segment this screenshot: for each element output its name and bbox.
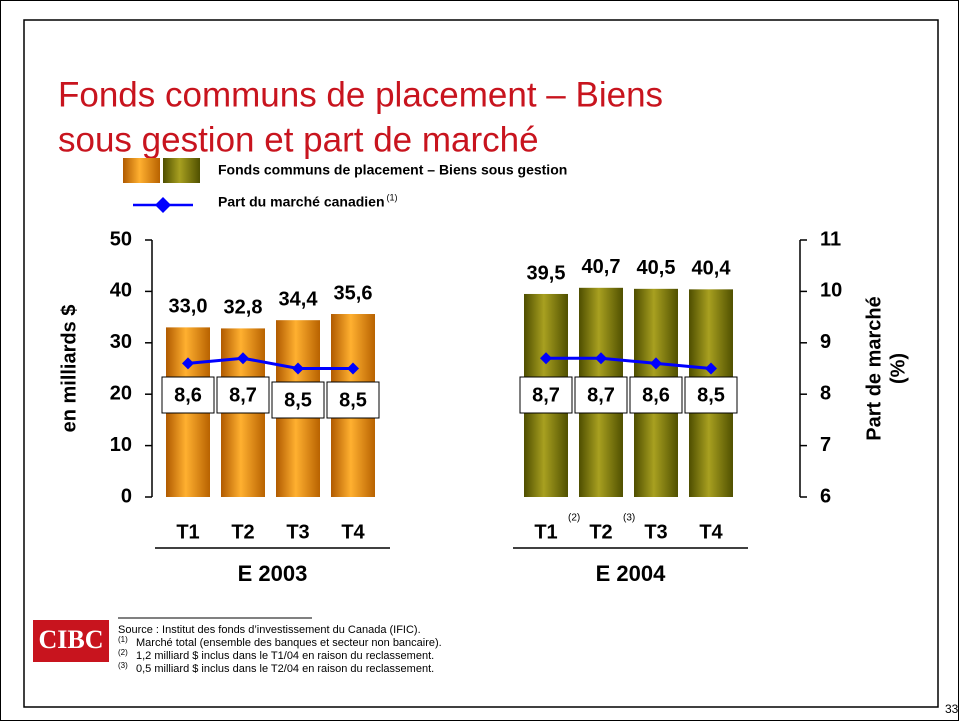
line-marker	[705, 362, 717, 375]
line	[187, 356, 712, 370]
title-line: Fonds communs de placement – Biens	[58, 75, 663, 114]
bar-value-label: 33,0	[169, 296, 208, 318]
x-tick-label: T4	[341, 521, 365, 543]
x-tick-label: T1	[176, 521, 199, 543]
footnote-text: 0,5 milliard $ inclus dans le T2/04 en r…	[136, 663, 434, 675]
line-marker	[347, 362, 359, 375]
logo	[33, 620, 109, 662]
y-axis-label: en milliards $	[58, 305, 80, 433]
x-tick-label: T3	[644, 521, 667, 543]
line-value-label: 8,5	[697, 384, 725, 406]
y2-tick-label: 11	[820, 228, 841, 250]
chart: 0 10 20 30 40 50 6 7 8 9 10 11 en milliards $ Part de…	[58, 158, 909, 586]
x-tick-label: T3	[286, 521, 309, 543]
group-label: E 2004	[596, 561, 666, 586]
bar-value-label: 40,5	[637, 257, 676, 279]
value-box	[216, 376, 270, 414]
y-tick-label: 40	[110, 280, 132, 302]
line-marker	[650, 357, 662, 370]
x-tick-label: T4	[699, 521, 723, 543]
legend-swatch	[163, 158, 200, 183]
line-value-label: 8,7	[532, 384, 560, 406]
y-tick-label: 30	[110, 331, 132, 353]
footnote-mark: (2)	[118, 648, 128, 657]
line-marker	[237, 352, 249, 365]
bar-value-label: 32,8	[224, 297, 263, 319]
value-box	[519, 376, 573, 414]
y2-tick-label: 6	[820, 485, 831, 507]
y2-tick-label: 9	[820, 331, 831, 353]
legend-marker	[155, 197, 171, 213]
legend-label: Fonds communs de placement – Biens sous …	[218, 162, 567, 178]
group-label: E 2003	[238, 561, 308, 586]
bar-value-label: 40,4	[692, 258, 732, 280]
legend-note: (1)	[387, 192, 398, 202]
value-box	[629, 376, 683, 414]
y2-tick-label: 7	[820, 434, 831, 456]
y2-tick-label: 8	[820, 382, 831, 404]
source: Source : Institut des fonds d’investisse…	[118, 624, 421, 636]
logo-text: CIBC	[38, 625, 103, 654]
bar-value-label: 39,5	[527, 262, 566, 284]
legend-swatch	[123, 158, 160, 183]
y2-axis-label: (%)	[887, 353, 909, 384]
bar-value-label: 35,6	[334, 282, 373, 304]
y-tick-label: 20	[110, 382, 132, 404]
line-value-label: 8,5	[284, 389, 312, 411]
value-box	[271, 381, 325, 419]
line-value-label: 8,7	[229, 384, 257, 406]
x-tick-label: T2	[589, 521, 612, 543]
value-box	[326, 381, 380, 419]
category-note: (2)	[568, 513, 580, 524]
x-tick-label: T1	[534, 521, 557, 543]
line-value-label: 8,6	[642, 384, 670, 406]
value-box	[161, 376, 215, 414]
value-box	[684, 376, 738, 414]
line-value-label: 8,6	[174, 384, 202, 406]
page-number: 33	[945, 702, 959, 716]
x-tick-label: T2	[231, 521, 254, 543]
footnote-mark: (3)	[118, 661, 128, 670]
value-box	[574, 376, 628, 414]
line-value-label: 8,7	[587, 384, 615, 406]
line-value-label: 8,5	[339, 389, 367, 411]
footnote-mark: (1)	[118, 635, 128, 644]
y-tick-label: 10	[110, 434, 132, 456]
footnote-text: Marché total (ensemble des banques et se…	[136, 637, 442, 649]
footnote-text: 1,2 milliard $ inclus dans le T1/04 en r…	[136, 650, 434, 662]
y2-tick-label: 10	[820, 280, 842, 302]
category-note: (3)	[623, 513, 635, 524]
bar-value-label: 40,7	[582, 256, 621, 278]
line-marker	[292, 362, 304, 375]
y-tick-label: 0	[121, 485, 132, 507]
line-marker	[540, 352, 552, 365]
legend-label: Part du marché canadien	[218, 194, 385, 210]
y-tick-label: 50	[110, 228, 132, 250]
footnotes: (1) Marché total (ensemble des banques et…	[118, 635, 442, 675]
title-line: sous gestion et part de marché	[58, 120, 539, 159]
line-marker	[182, 357, 194, 370]
line-marker	[595, 352, 607, 365]
bar-value-label: 34,4	[279, 288, 319, 310]
y2-axis-label: Part de marché	[863, 296, 885, 441]
